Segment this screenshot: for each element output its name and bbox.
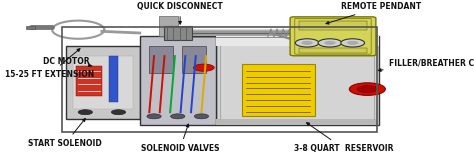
- Circle shape: [341, 39, 365, 47]
- Bar: [299, 48, 367, 53]
- Text: FILLER/BREATHER CAP: FILLER/BREATHER CAP: [378, 58, 474, 71]
- Circle shape: [318, 39, 342, 47]
- Text: 15-25 FT EXTENSION: 15-25 FT EXTENSION: [5, 49, 94, 79]
- Bar: [216, 119, 379, 125]
- FancyBboxPatch shape: [66, 46, 140, 119]
- Circle shape: [194, 114, 209, 119]
- Text: 3-8 QUART  RESERVOIR: 3-8 QUART RESERVOIR: [294, 123, 393, 153]
- Bar: [73, 56, 133, 109]
- Bar: [164, 26, 192, 40]
- FancyBboxPatch shape: [216, 36, 379, 125]
- Text: REMOTE PENDANT: REMOTE PENDANT: [326, 2, 421, 24]
- Bar: [242, 64, 315, 116]
- Circle shape: [357, 86, 377, 93]
- Circle shape: [111, 110, 126, 115]
- Bar: [26, 26, 35, 29]
- Text: QUICK DISCONNECT: QUICK DISCONNECT: [137, 2, 223, 24]
- Bar: [216, 36, 379, 46]
- Bar: [159, 16, 178, 36]
- Bar: [109, 56, 118, 102]
- FancyBboxPatch shape: [290, 17, 376, 56]
- Text: SOLENOID VALVES: SOLENOID VALVES: [141, 124, 219, 153]
- Bar: [149, 46, 173, 73]
- FancyBboxPatch shape: [140, 36, 216, 125]
- Bar: [182, 46, 206, 73]
- Circle shape: [295, 39, 319, 47]
- Circle shape: [301, 41, 313, 45]
- Circle shape: [147, 114, 161, 119]
- Circle shape: [324, 41, 336, 45]
- Text: DC MOTOR: DC MOTOR: [43, 57, 92, 67]
- Circle shape: [78, 110, 92, 115]
- Circle shape: [171, 114, 185, 119]
- Circle shape: [349, 83, 385, 95]
- Text: START SOLENOID: START SOLENOID: [28, 118, 102, 148]
- Circle shape: [193, 64, 214, 71]
- Bar: [76, 66, 102, 96]
- Bar: [299, 21, 367, 30]
- Circle shape: [347, 41, 358, 45]
